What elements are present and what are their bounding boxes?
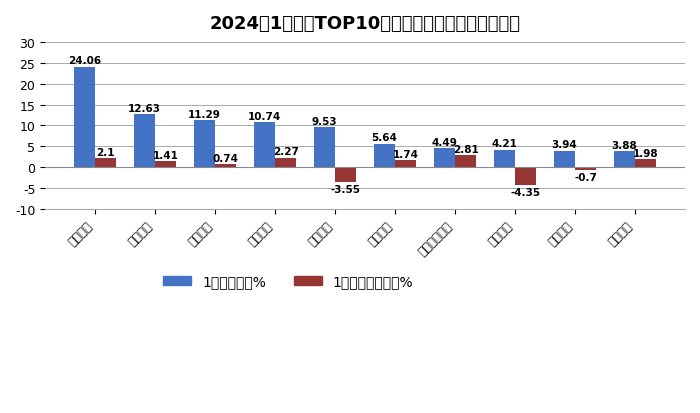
Text: 4.49: 4.49 <box>432 138 457 148</box>
Bar <box>554 151 575 168</box>
Bar <box>74 68 95 168</box>
Bar <box>395 161 416 168</box>
Text: 5.64: 5.64 <box>372 133 398 143</box>
Legend: 1月市场份额%, 1月份额同比增减%: 1月市场份额%, 1月份额同比增减% <box>158 269 419 294</box>
Bar <box>155 162 176 168</box>
Title: 2024年1月轻卡TOP10车企市场占比及占比同比增减: 2024年1月轻卡TOP10车企市场占比及占比同比增减 <box>209 15 521 33</box>
Text: 12.63: 12.63 <box>128 104 161 114</box>
Text: 24.06: 24.06 <box>68 56 102 66</box>
Text: -3.55: -3.55 <box>330 184 360 194</box>
Text: 11.29: 11.29 <box>188 109 221 119</box>
Text: -4.35: -4.35 <box>510 188 540 197</box>
Bar <box>275 158 296 168</box>
Text: 2.81: 2.81 <box>453 145 478 155</box>
Bar <box>434 149 455 168</box>
Text: 1.98: 1.98 <box>633 148 658 158</box>
Text: 4.21: 4.21 <box>491 139 517 149</box>
Bar <box>494 150 515 168</box>
Bar <box>635 159 656 168</box>
Text: -0.7: -0.7 <box>574 172 597 182</box>
Text: 2.27: 2.27 <box>272 147 298 157</box>
Bar <box>614 152 635 168</box>
Bar <box>374 144 395 168</box>
Bar <box>575 168 596 171</box>
Bar <box>455 156 476 168</box>
Bar <box>254 123 275 168</box>
Bar <box>95 159 116 168</box>
Text: 0.74: 0.74 <box>213 154 239 164</box>
Text: 2.1: 2.1 <box>97 148 115 158</box>
Text: 1.41: 1.41 <box>153 151 178 161</box>
Bar <box>335 168 356 183</box>
Bar <box>515 168 536 186</box>
Text: 3.88: 3.88 <box>612 140 637 150</box>
Bar <box>134 115 155 168</box>
Text: 3.94: 3.94 <box>552 140 578 150</box>
Text: 10.74: 10.74 <box>248 112 281 122</box>
Bar <box>194 121 215 168</box>
Bar <box>215 165 236 168</box>
Text: 9.53: 9.53 <box>312 117 337 127</box>
Text: 1.74: 1.74 <box>393 149 419 159</box>
Bar <box>314 128 335 168</box>
